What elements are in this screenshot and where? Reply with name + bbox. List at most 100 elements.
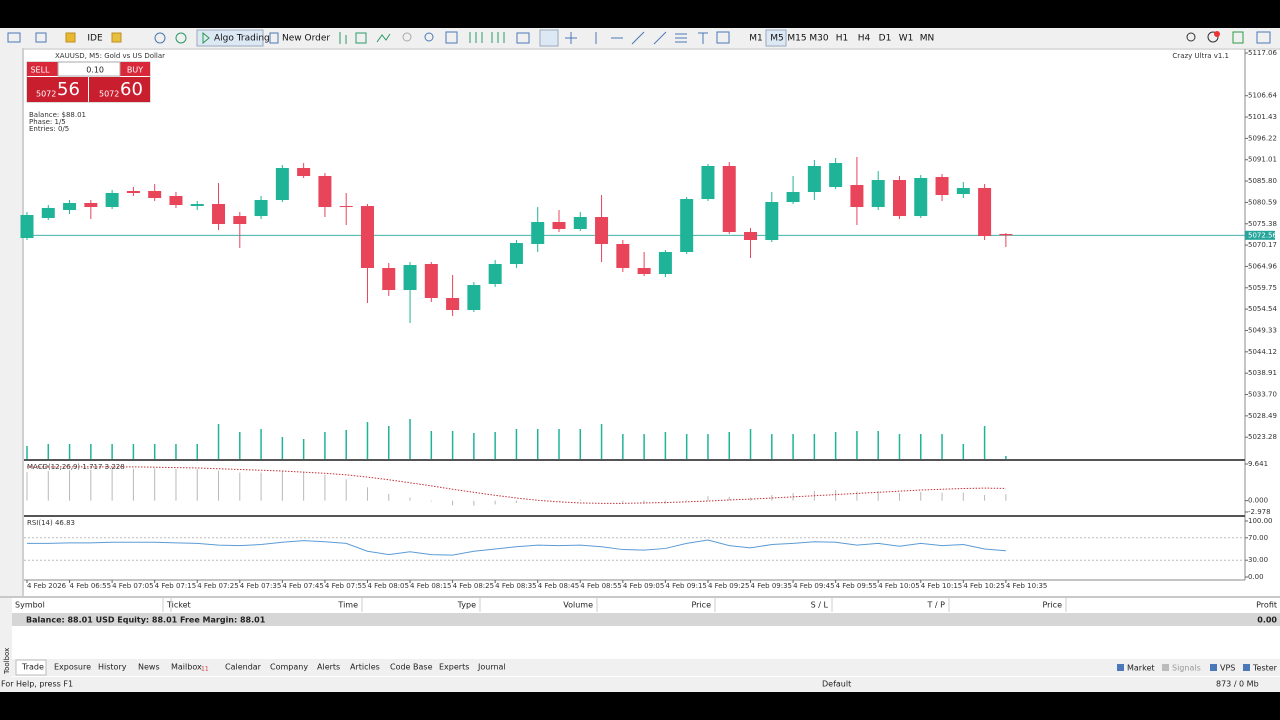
terminal-tab[interactable]: Mailbox [171, 663, 202, 672]
candle-body [488, 263, 502, 284]
right-tab[interactable]: Tester [1252, 664, 1278, 673]
y-tick-label: 5054.54 [1248, 305, 1277, 313]
icon[interactable] [445, 31, 458, 44]
terminal-tab[interactable]: Alerts [317, 663, 340, 672]
tab-icon [1210, 664, 1217, 671]
icon[interactable] [698, 32, 708, 44]
active-timeframe[interactable] [765, 29, 787, 47]
icon[interactable] [565, 32, 577, 44]
icon[interactable] [1232, 31, 1244, 44]
right-tab[interactable]: Signals [1172, 664, 1201, 673]
timeframe[interactable]: MN [920, 34, 935, 44]
info-line: Entries: 0/5 [29, 125, 69, 133]
y-tick-label: 5038.91 [1248, 369, 1277, 377]
active-tab[interactable] [15, 659, 47, 676]
column-header[interactable]: S / L [811, 601, 829, 610]
timeframe[interactable]: M30 [809, 34, 828, 44]
timeframe[interactable]: W1 [899, 34, 914, 44]
y-tick-label: 0.000 [1248, 497, 1268, 505]
ask-box[interactable] [89, 77, 150, 102]
terminal-tab[interactable]: Calendar [225, 663, 262, 672]
icon[interactable] [355, 32, 367, 44]
candle-body [786, 192, 800, 203]
x-tick-label: 4 Feb 10:25 [963, 582, 1004, 590]
icon[interactable] [154, 32, 166, 44]
terminal-tab[interactable]: History [98, 663, 127, 672]
terminal-tab[interactable]: Trade [21, 663, 44, 672]
candle-body [914, 178, 928, 217]
ask-main: 5072 [99, 90, 119, 99]
terminal-tab[interactable]: Exposure [54, 663, 91, 672]
algo-trading-button[interactable] [196, 29, 264, 47]
notifications-icon[interactable] [1207, 31, 1219, 43]
cursor-button[interactable] [539, 29, 559, 47]
icon[interactable] [35, 32, 47, 43]
icon[interactable] [111, 32, 122, 43]
column-header[interactable]: Time [337, 601, 358, 610]
icon[interactable] [1256, 31, 1271, 44]
lot-box[interactable] [57, 61, 121, 77]
bid-box[interactable] [27, 77, 88, 102]
search-icon[interactable] [1186, 32, 1196, 42]
icon[interactable] [376, 33, 391, 43]
icon[interactable] [424, 32, 434, 42]
timeframe[interactable]: H1 [836, 34, 849, 44]
x-tick-label: 4 Feb 06:55 [70, 582, 111, 590]
sell-label[interactable]: SELL [30, 66, 50, 75]
timeframe[interactable]: M15 [787, 34, 806, 44]
one-click-panel [26, 61, 151, 103]
toolbox-label[interactable]: Toolbox [3, 648, 11, 675]
icon[interactable] [716, 31, 730, 44]
icon[interactable] [491, 32, 505, 43]
buy-button[interactable] [120, 62, 150, 76]
mailbox-badge: 11 [201, 666, 209, 673]
column-header[interactable]: Symbol [15, 601, 45, 610]
terminal-tab[interactable]: Journal [477, 663, 506, 672]
status-help: For Help, press F1 [1, 680, 73, 689]
column-header[interactable]: Type [457, 601, 476, 610]
terminal-tab[interactable]: News [138, 663, 160, 672]
new-order-button[interactable]: New Order [282, 34, 330, 44]
status-bar [0, 677, 1280, 692]
y-tick-label: 5059.75 [1248, 284, 1277, 292]
candle-body [41, 207, 55, 218]
candle-body [680, 199, 694, 252]
ide-button[interactable]: IDE [87, 34, 103, 44]
icon[interactable] [7, 32, 21, 43]
icon[interactable] [339, 32, 347, 44]
column-header[interactable]: Ticket [166, 601, 191, 610]
icon[interactable] [653, 31, 667, 45]
icon[interactable] [402, 32, 412, 42]
sell-button[interactable] [27, 62, 58, 76]
candle-body [424, 263, 438, 298]
right-tab[interactable]: Market [1127, 664, 1155, 673]
right-tab[interactable]: VPS [1220, 664, 1235, 673]
candle-body [722, 166, 736, 233]
rsi-line [27, 539, 1006, 556]
column-header[interactable]: Price [691, 601, 711, 610]
icon[interactable] [175, 32, 187, 44]
terminal-tab[interactable]: Articles [350, 663, 380, 672]
lot-value[interactable]: 0.10 [86, 66, 104, 75]
icon[interactable] [516, 32, 530, 44]
timeframe[interactable]: H4 [858, 34, 871, 44]
column-header[interactable]: T / P [927, 601, 946, 610]
candle-body [595, 217, 609, 245]
buy-label[interactable]: BUY [127, 66, 143, 75]
terminal-tab[interactable]: Code Base [390, 663, 433, 672]
column-header[interactable]: Profit [1256, 601, 1277, 610]
icon[interactable] [631, 31, 645, 45]
icon[interactable] [675, 33, 687, 43]
timeframe[interactable]: D1 [879, 34, 892, 44]
terminal-tab[interactable]: Experts [439, 663, 469, 672]
icon[interactable] [65, 32, 76, 43]
column-header[interactable]: Price [1042, 601, 1062, 610]
terminal-tab[interactable]: Company [270, 663, 308, 672]
timeframe[interactable]: M5 [770, 34, 784, 44]
candle-body [275, 168, 289, 201]
timeframe[interactable]: M1 [749, 34, 763, 44]
candle-body [212, 204, 226, 225]
algo-trading-label[interactable]: Algo Trading [214, 34, 270, 44]
column-header[interactable]: Volume [563, 601, 593, 610]
icon[interactable] [469, 32, 483, 43]
